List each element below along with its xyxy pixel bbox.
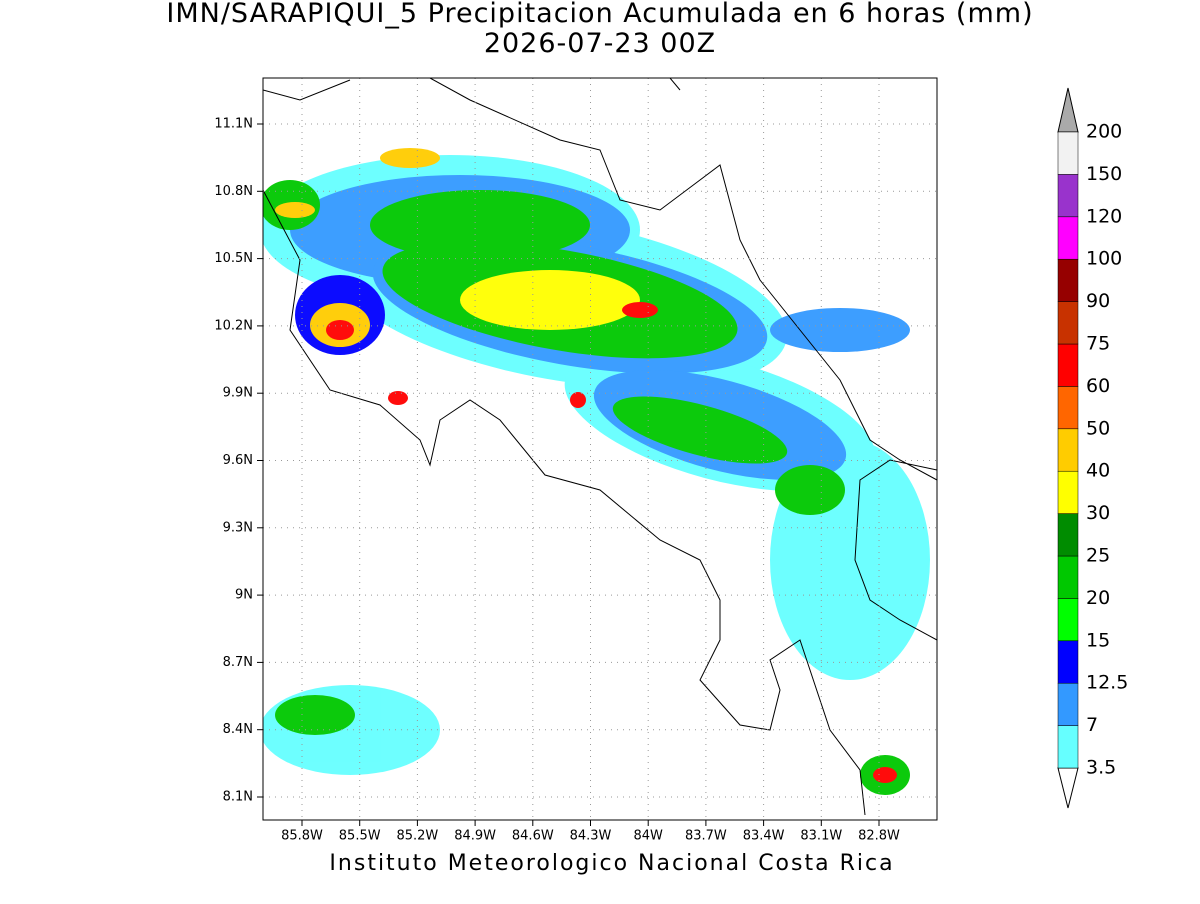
precip-area (570, 392, 586, 408)
grid: 11.1N 10.8N 10.5N 10.2N 9.9N 9.6N 9.3N 9N 8.7N 8.… (214, 78, 937, 844)
lon-tick-label: 83.1W (800, 829, 842, 844)
colorbar-label: 150 (1086, 163, 1122, 185)
precip-area (388, 391, 408, 405)
lon-tick-label: 85.5W (339, 829, 381, 844)
precip-area (775, 465, 845, 515)
colorbar-label: 30 (1086, 502, 1110, 524)
colorbar-label: 25 (1086, 545, 1110, 567)
colorbar-label: 50 (1086, 417, 1110, 439)
lon-tick-label: 83.4W (743, 829, 785, 844)
colorbar-label: 7 (1086, 714, 1098, 736)
footer: Instituto Meteorologico Nacional Costa R… (329, 851, 894, 876)
precip-area (326, 320, 354, 340)
lat-tick-label: 10.5N (214, 251, 253, 266)
colorbar-swatch (1057, 258, 1079, 302)
colorbar-label: 12.5 (1086, 672, 1128, 694)
colorbar-label: 200 (1086, 121, 1122, 143)
precip-area (612, 396, 788, 464)
colorbar-label: 3.5 (1086, 757, 1116, 779)
colorbar-swatch (1057, 470, 1079, 514)
colorbar-swatch (1057, 343, 1079, 387)
subtitle: 2026-07-23 00Z (484, 28, 716, 59)
lat-tick-label: 9N (235, 588, 253, 603)
colorbar-swatch (1057, 640, 1079, 684)
colorbar-swatch (1057, 301, 1079, 345)
colorbar-swatch (1057, 428, 1079, 472)
colorbar-swatch (1057, 682, 1079, 726)
lat-tick-label: 10.2N (214, 318, 253, 333)
colorbar-label: 40 (1086, 460, 1110, 482)
colorbar-swatch (1057, 131, 1079, 175)
lon-tick-label: 85.2W (396, 829, 438, 844)
precip-area (370, 190, 590, 260)
colorbar-swatch (1057, 725, 1079, 769)
lon-tick-label: 84.9W (454, 829, 496, 844)
colorbar-swatch (1057, 174, 1079, 218)
lat-tick-label: 9.3N (223, 520, 253, 535)
precip-area (873, 767, 897, 783)
lon-tick-label: 84.6W (512, 829, 554, 844)
lon-tick-label: 84.3W (570, 829, 612, 844)
colorbar-label: 15 (1086, 629, 1110, 651)
lat-tick-label: 8.7N (223, 655, 253, 670)
lon-tick-label: 85.8W (281, 829, 323, 844)
precip-area (275, 695, 355, 735)
lat-tick-label: 10.8N (214, 184, 253, 199)
precip-area (770, 308, 910, 352)
lat-tick-label: 8.4N (223, 722, 253, 737)
colorbar-under (1057, 767, 1079, 809)
lon-tick-label: 83.7W (685, 829, 727, 844)
colorbar-label: 20 (1086, 587, 1110, 609)
precip-area (380, 148, 440, 168)
plot-frame (262, 77, 938, 821)
precipitation-field (263, 78, 937, 816)
precip-area (460, 270, 640, 330)
colorbar-over (1057, 87, 1079, 133)
colorbar-label: 60 (1086, 375, 1110, 397)
lat-tick-label: 9.9N (223, 386, 253, 401)
precip-area (622, 302, 658, 318)
colorbar-label: 75 (1086, 333, 1110, 355)
title: IMN/SARAPIQUI_5 Precipitacion Acumulada … (166, 0, 1033, 29)
lon-tick-label: 82.8W (858, 829, 900, 844)
colorbar: 3.5 7 12.5 15 20 25 30 40 50 60 75 90 100 120 150 200 (1057, 87, 1128, 809)
colorbar-swatch (1057, 513, 1079, 557)
coastline (263, 78, 937, 816)
colorbar-label: 100 (1086, 248, 1122, 270)
colorbar-label: 90 (1086, 290, 1110, 312)
lon-tick-label: 84W (633, 829, 663, 844)
lat-tick-label: 8.1N (223, 790, 253, 805)
precip-area (275, 202, 315, 218)
colorbar-swatch (1057, 386, 1079, 430)
lat-tick-label: 11.1N (214, 117, 253, 132)
lat-tick-label: 9.6N (223, 453, 253, 468)
colorbar-swatch (1057, 555, 1079, 599)
colorbar-swatch (1057, 216, 1079, 260)
colorbar-label: 120 (1086, 205, 1122, 227)
colorbar-swatch (1057, 598, 1079, 642)
